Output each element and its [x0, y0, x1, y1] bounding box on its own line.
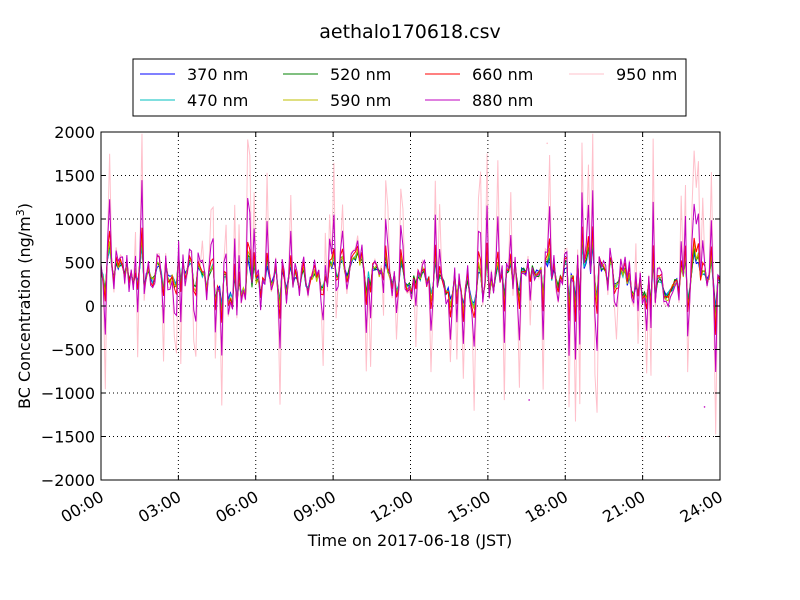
extreme-point [528, 399, 530, 401]
legend-label-370-nm: 370 nm [187, 65, 248, 84]
series-layer [100, 133, 721, 440]
legend-label-660-nm: 660 nm [472, 65, 533, 84]
y-axis-label-close: ) [15, 203, 34, 209]
y-axis-label: BC Concentration (ng/m3) [14, 203, 35, 409]
y-axis-label-main: BC Concentration (ng/m [15, 216, 34, 409]
series-line-880-nm [100, 180, 721, 372]
y-axis: −2000 −1500 −1000 −500 0 500 1000 1500 2000 [41, 123, 720, 490]
y-tick-label: 2000 [54, 123, 95, 142]
legend-label-470-nm: 470 nm [187, 91, 248, 110]
legend-label-950-nm: 950 nm [616, 65, 677, 84]
y-tick-label: −2000 [41, 471, 95, 490]
y-tick-label: 1000 [54, 210, 95, 229]
legend: 370 nm 470 nm 520 nm 590 nm 660 nm 880 nm 950 … [132, 58, 687, 117]
x-axis-label: Time on 2017-06-18 (JST) [307, 531, 512, 550]
legend-box [132, 58, 687, 117]
y-tick-label: −1500 [41, 428, 95, 447]
extreme-point [641, 437, 644, 440]
y-tick-label: −500 [51, 341, 95, 360]
extreme-point [703, 406, 706, 408]
legend-label-520-nm: 520 nm [330, 65, 391, 84]
y-axis-label-superscript: 3 [14, 209, 27, 216]
extreme-point [546, 142, 548, 145]
y-tick-label: 1500 [54, 167, 95, 186]
legend-label-590-nm: 590 nm [330, 91, 391, 110]
series-line-590-nm [100, 234, 721, 325]
y-tick-label: −1000 [41, 384, 95, 403]
legend-label-880-nm: 880 nm [472, 91, 533, 110]
chart-title: aethalo170618.csv [319, 21, 501, 43]
y-tick-label: 0 [85, 297, 95, 316]
y-tick-label: 500 [64, 254, 95, 273]
extreme-point [667, 435, 670, 438]
